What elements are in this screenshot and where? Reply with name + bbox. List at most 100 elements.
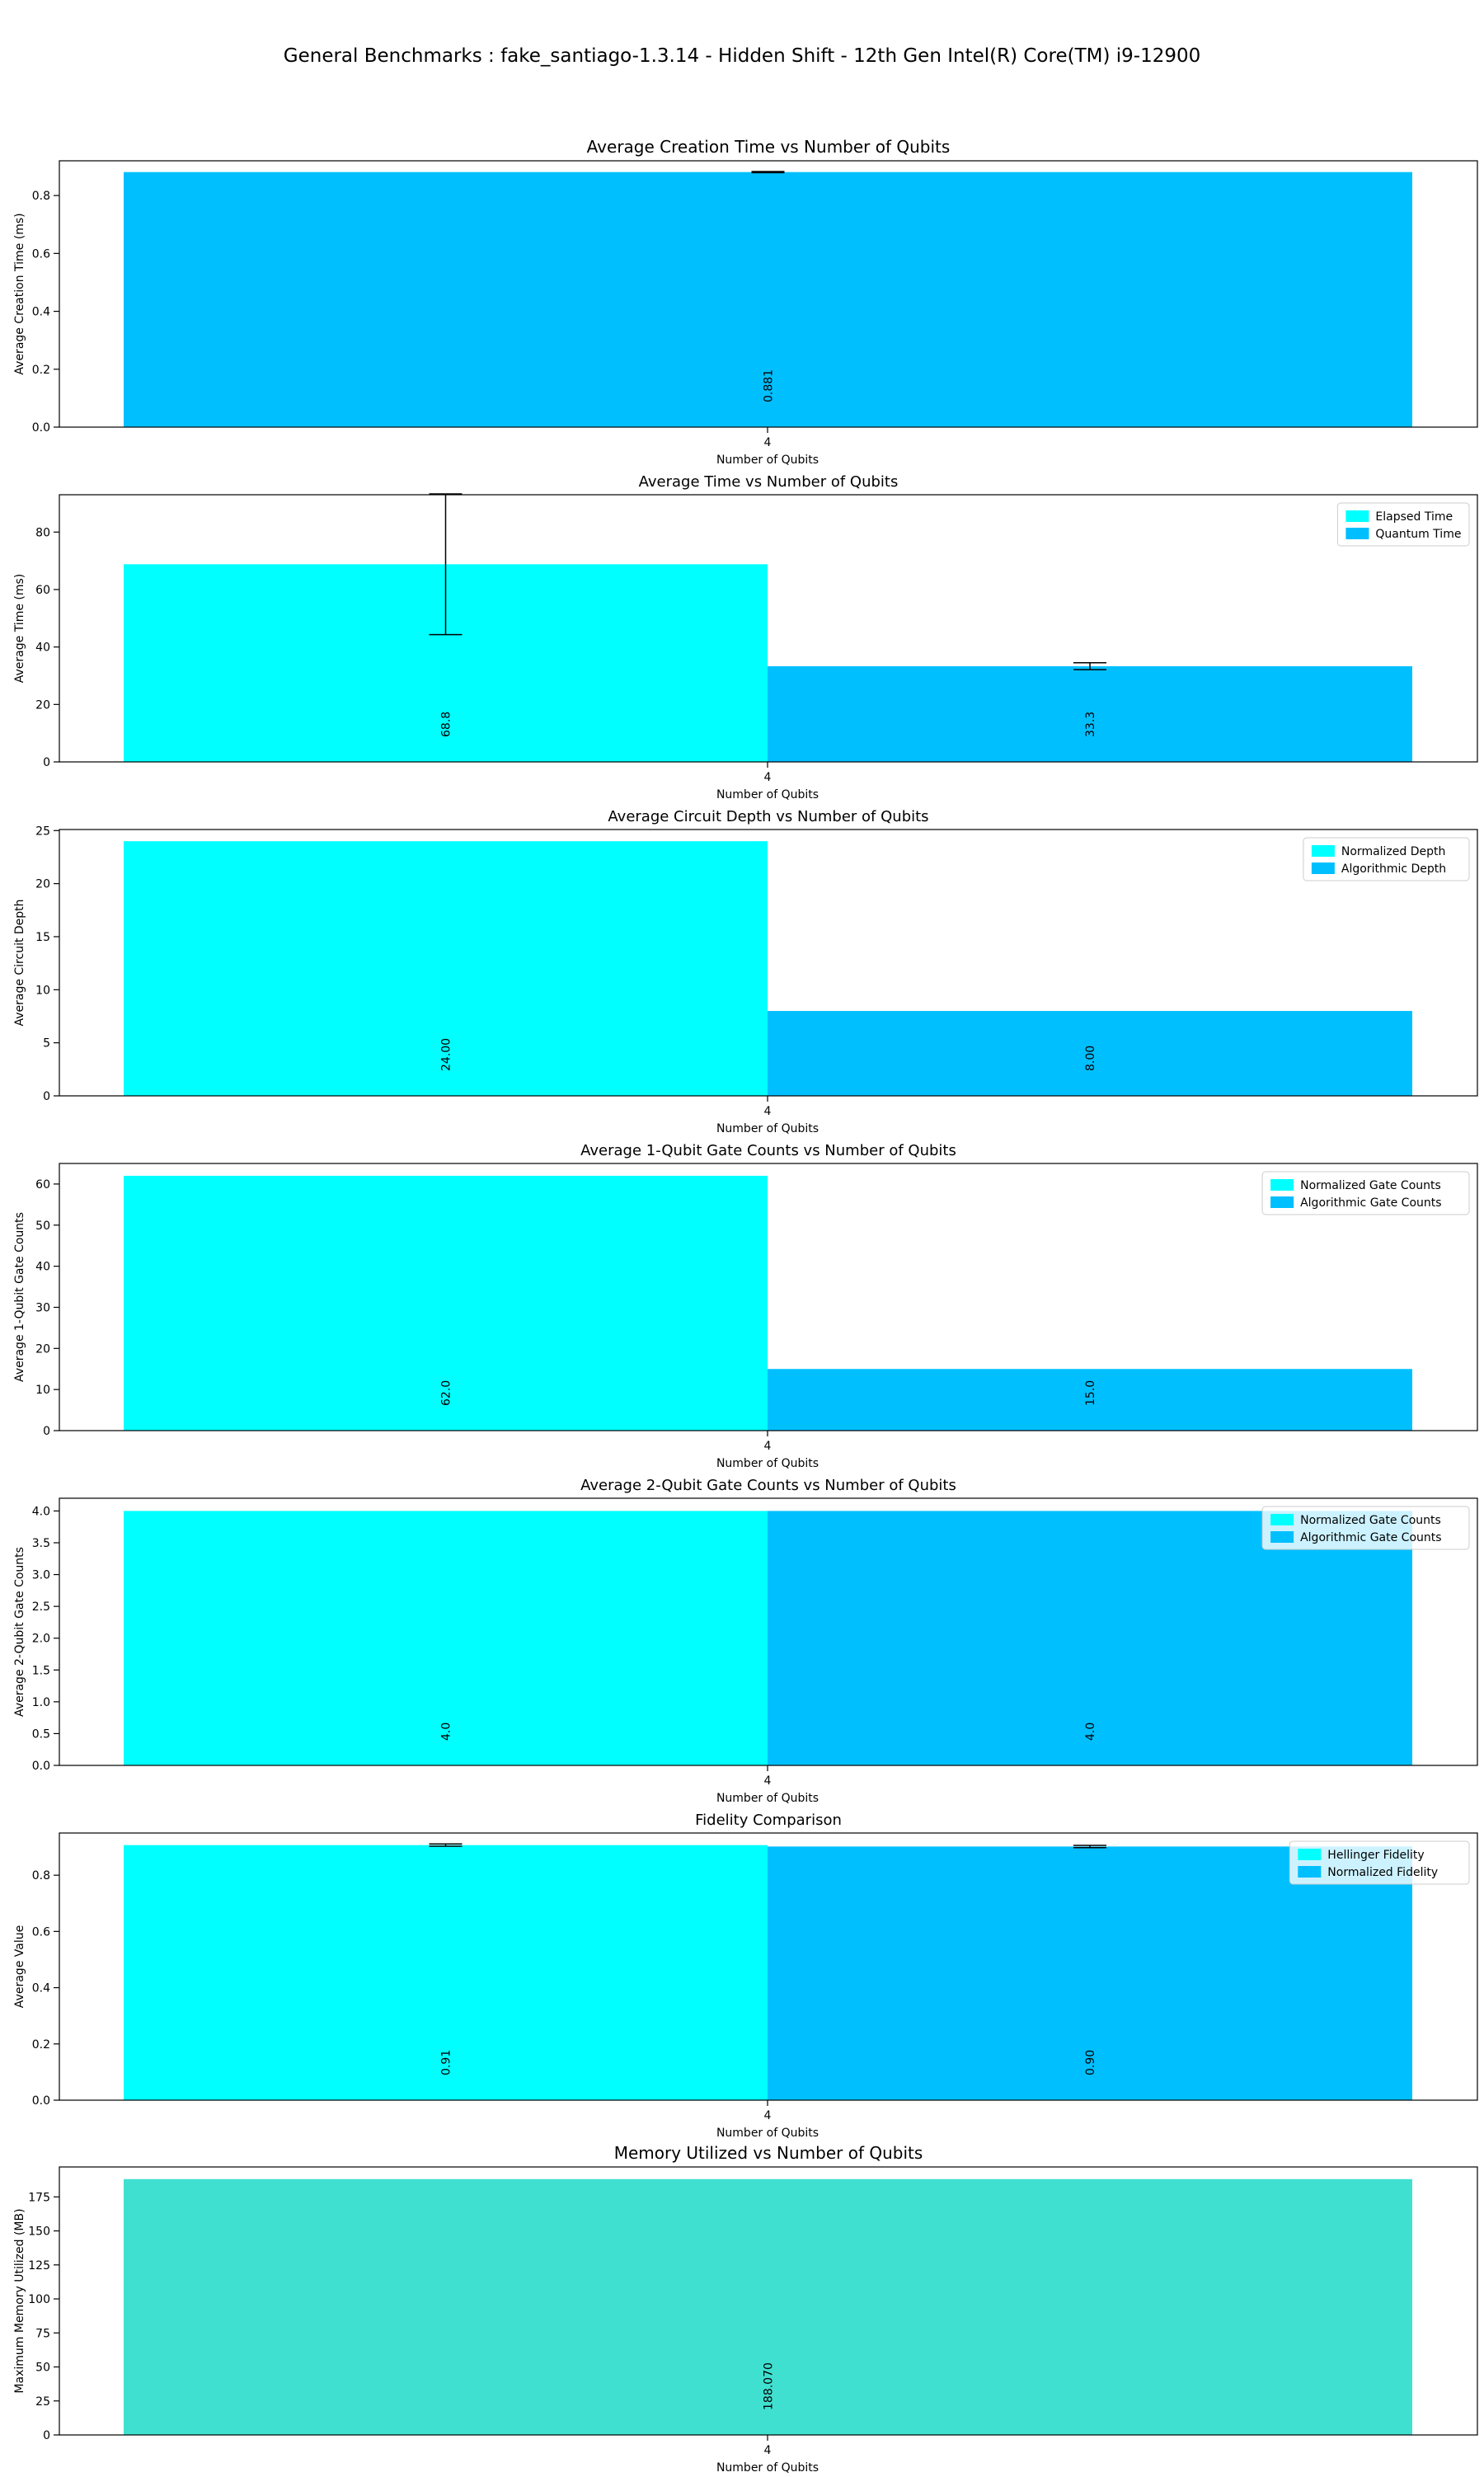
legend-swatch: [1298, 1849, 1322, 1860]
chart-title: Average 1-Qubit Gate Counts vs Number of…: [580, 1142, 956, 1159]
legend-label: Normalized Gate Counts: [1300, 1514, 1441, 1527]
bar-normalized-gate-counts: [124, 1511, 768, 1765]
y-tick-label: 0: [43, 2429, 50, 2442]
x-axis-label: Number of Qubits: [716, 2461, 819, 2474]
chart-6: Fidelity Comparison 0.91 0.90 0.0 0.2 0.4 0.6 0…: [13, 1812, 1478, 2140]
y-tick-label: 20: [35, 878, 50, 891]
bar-value-label: 0.881: [763, 369, 776, 402]
y-axis-label: Average 2-Qubit Gate Counts: [13, 1547, 26, 1717]
legend-label: Quantum Time: [1375, 528, 1461, 541]
bar-value-label: 62.0: [440, 1380, 453, 1406]
legend-swatch: [1298, 1866, 1322, 1878]
bar-value-label: 4.0: [440, 1723, 453, 1741]
y-tick-label: 0: [43, 1090, 50, 1103]
chart-title: Average Creation Time vs Number of Qubit…: [587, 137, 951, 157]
y-axis-label: Average Circuit Depth: [13, 899, 26, 1026]
y-tick-label: 0.0: [32, 2094, 50, 2108]
axes-frame: [59, 494, 1478, 763]
legend-label: Algorithmic Gate Counts: [1300, 1196, 1441, 1210]
y-tick-label: 2.0: [32, 1633, 50, 1646]
y-tick-label: 5: [43, 1037, 50, 1050]
y-tick-label: 50: [35, 1220, 50, 1233]
y-tick-label: 0.0: [32, 1760, 50, 1773]
legend-swatch: [1270, 1179, 1294, 1191]
chart-title: Average 2-Qubit Gate Counts vs Number of…: [580, 1477, 956, 1494]
y-tick-label: 100: [28, 2293, 50, 2306]
bar-algorithmic-gate-counts: [768, 1369, 1412, 1431]
bar-normalized-depth: [124, 841, 768, 1096]
y-tick-label: 0.0: [32, 421, 50, 435]
legend-swatch: [1345, 528, 1369, 539]
bar-algorithmic-depth: [768, 1011, 1412, 1096]
chart-title: Average Circuit Depth vs Number of Qubit…: [608, 808, 928, 825]
chart-4: Average 1-Qubit Gate Counts vs Number of…: [13, 1142, 1478, 1470]
y-tick-label: 1.0: [32, 1696, 50, 1709]
legend-box: [1289, 1840, 1470, 1885]
bar-value: [124, 172, 1412, 428]
legend-label: Algorithmic Depth: [1341, 862, 1446, 876]
y-tick-label: 0.4: [32, 306, 50, 319]
chart-5: Average 2-Qubit Gate Counts vs Number of…: [13, 1477, 1478, 1805]
y-tick-label: 0: [43, 1425, 50, 1438]
y-tick-label: 30: [35, 1301, 50, 1314]
bar-value-label: 188.070: [763, 2362, 776, 2410]
error-bar: [429, 493, 463, 636]
y-tick-label: 150: [28, 2226, 50, 2239]
bar-value-label: 8.00: [1084, 1046, 1097, 1071]
bar-value-label: 33.3: [1084, 712, 1097, 737]
legend: Elapsed Time Quantum Time: [1336, 502, 1470, 547]
y-axis-label: Average Value: [13, 1925, 26, 2008]
y-tick-label: 25: [35, 2395, 50, 2409]
x-axis-label: Number of Qubits: [716, 788, 819, 801]
axes-frame: [59, 829, 1478, 1097]
bar-value-label: 68.8: [440, 712, 453, 737]
y-tick-label: 40: [35, 1261, 50, 1274]
y-tick-label: 60: [35, 1178, 50, 1191]
y-tick-label: 40: [35, 642, 50, 655]
bar-quantum-time: [768, 665, 1412, 762]
y-tick-label: 10: [35, 984, 50, 997]
x-tick-label: 4: [764, 2444, 772, 2457]
y-tick-label: 1.5: [32, 1664, 50, 1677]
legend-swatch: [1311, 845, 1335, 857]
y-tick-label: 0.6: [32, 1925, 50, 1939]
bar-value-label: 4.0: [1084, 1723, 1097, 1741]
y-tick-label: 50: [35, 2362, 50, 2375]
x-tick-label: 4: [764, 2109, 772, 2122]
y-tick-label: 4.0: [32, 1505, 50, 1518]
y-axis-label: Maximum Memory Utilized (MB): [13, 2208, 26, 2393]
bar-value-label: 0.91: [440, 2050, 453, 2075]
chart-2: Average Time vs Number of Qubits 68.8 33.3…: [13, 473, 1478, 801]
error-bar: [429, 1843, 463, 1847]
legend-swatch: [1270, 1514, 1294, 1525]
y-tick-label: 125: [28, 2259, 50, 2273]
x-tick-label: 4: [764, 1440, 772, 1453]
legend: Normalized Depth Algorithmic Depth: [1303, 837, 1470, 881]
error-bar: [1073, 1845, 1106, 1849]
legend-box: [1261, 1506, 1470, 1550]
y-tick-label: 60: [35, 584, 50, 597]
y-tick-label: 25: [35, 825, 50, 838]
y-axis-label: Average 1-Qubit Gate Counts: [13, 1212, 26, 1382]
bar-algorithmic-gate-counts: [768, 1511, 1412, 1765]
y-tick-label: 20: [35, 698, 50, 712]
y-tick-label: 0.2: [32, 2038, 50, 2052]
x-axis-label: Number of Qubits: [716, 2127, 819, 2140]
axes-frame: [59, 1497, 1478, 1766]
x-tick-label: 4: [764, 436, 772, 449]
x-axis-label: Number of Qubits: [716, 1457, 819, 1470]
y-tick-label: 175: [28, 2191, 50, 2204]
x-axis-label: Number of Qubits: [716, 1792, 819, 1805]
legend: Normalized Gate Counts Algorithmic Gate C…: [1261, 1171, 1470, 1215]
legend-label: Normalized Gate Counts: [1300, 1179, 1441, 1192]
y-tick-label: 75: [35, 2327, 50, 2340]
y-axis-label: Average Creation Time (ms): [13, 213, 26, 374]
chart-7: Memory Utilized vs Number of Qubits 188.0…: [13, 2143, 1478, 2475]
bar-value-label: 24.00: [440, 1038, 453, 1071]
x-tick-label: 4: [764, 1774, 772, 1788]
bar-hellinger-fidelity: [124, 1845, 768, 2100]
bar-value: [124, 2179, 1412, 2435]
legend-label: Hellinger Fidelity: [1327, 1849, 1424, 1862]
